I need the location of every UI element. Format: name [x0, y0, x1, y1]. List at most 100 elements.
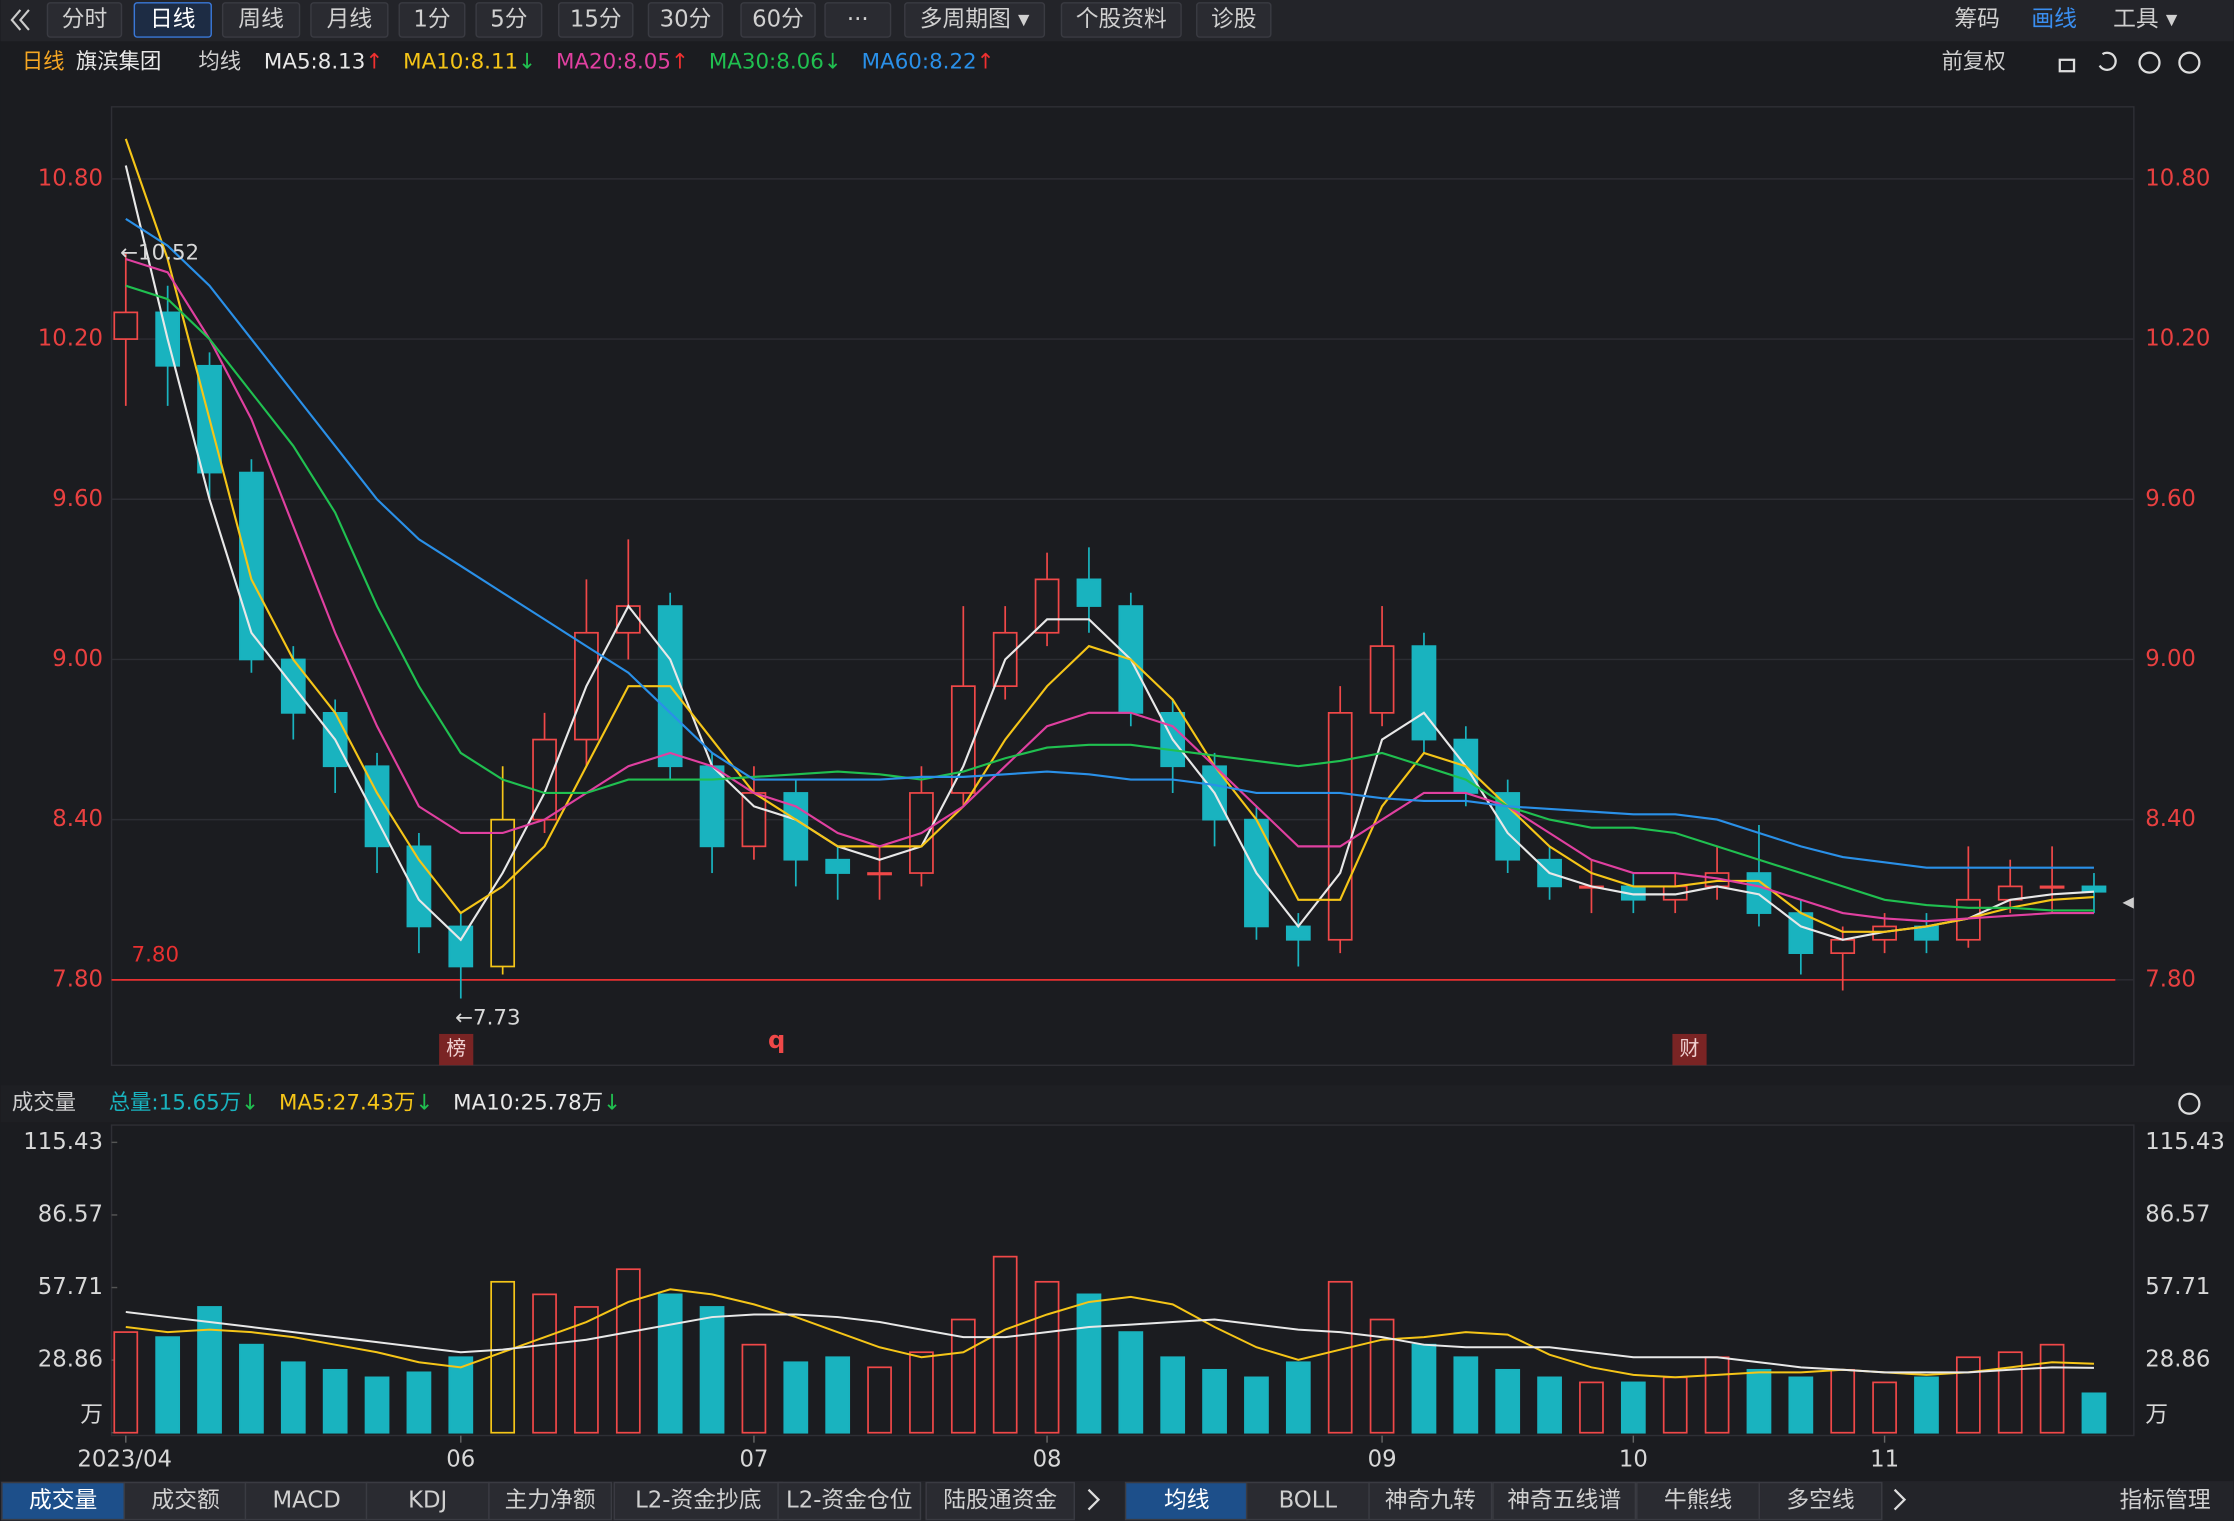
volume-bar — [155, 1336, 181, 1434]
tab-box[interactable] — [558, 2, 634, 38]
volume-bar — [1830, 1368, 1856, 1434]
indicator-tab[interactable]: 陆股通资金 — [943, 1488, 1057, 1514]
volume-legend-value: MA10:25.78万 — [453, 1091, 603, 1116]
tab-box[interactable] — [740, 2, 816, 38]
toolbar-tab[interactable]: 多周期图 ▾ — [920, 6, 1030, 32]
toolbar-tab[interactable]: 个股资料 — [1076, 6, 1167, 32]
indicator-tab[interactable]: 成交额 — [151, 1488, 220, 1514]
y-tick-label-right: 10.20 — [2145, 326, 2210, 352]
tab-box[interactable] — [398, 2, 466, 38]
tab-box[interactable] — [647, 2, 724, 38]
indicator-tab-box[interactable] — [488, 1481, 613, 1521]
zoom-out-icon[interactable] — [2178, 51, 2201, 74]
scroll-right[interactable] — [1893, 1488, 1907, 1511]
indicator-tab[interactable]: 主力净额 — [505, 1488, 596, 1514]
indicator-tab[interactable]: 成交量 — [29, 1488, 97, 1514]
indicator-tab-box[interactable] — [925, 1481, 1075, 1521]
tab-box[interactable] — [824, 2, 892, 38]
y-tick-label-right: 9.00 — [2145, 646, 2196, 672]
volume-bar — [1662, 1376, 1688, 1434]
event-marker[interactable]: 榜 — [446, 1037, 466, 1060]
overlay-tab[interactable]: 神奇五线谱 — [1507, 1488, 1621, 1514]
indicator-tab-box[interactable] — [1, 1481, 126, 1521]
toolbar-tool[interactable]: 工具 ▾ — [2113, 6, 2178, 32]
tab-box[interactable] — [221, 2, 301, 38]
overlay-tab[interactable]: BOLL — [1279, 1488, 1338, 1514]
tab-box[interactable] — [1060, 2, 1182, 38]
volume-bar — [783, 1361, 809, 1434]
volume-bar — [239, 1343, 264, 1434]
period-label: 日线 — [22, 50, 65, 75]
overlay-tab-box[interactable] — [1368, 1481, 1493, 1521]
candle-body — [1411, 645, 1437, 741]
overlay-tab[interactable]: 神奇九转 — [1385, 1488, 1476, 1514]
zoom-in-icon[interactable] — [2138, 51, 2161, 74]
overlay-tab-box[interactable] — [1636, 1481, 1761, 1521]
tab-box[interactable] — [46, 2, 123, 38]
volume-bar — [1369, 1318, 1395, 1434]
indicator-tab-box[interactable] — [244, 1481, 369, 1521]
volume-bar — [490, 1280, 516, 1434]
event-marker[interactable]: 财 — [1680, 1037, 1700, 1060]
back-icon[interactable] — [10, 9, 30, 31]
event-marker-bg[interactable] — [1672, 1033, 1707, 1066]
volume-bar — [741, 1343, 767, 1434]
header-icons — [2058, 51, 2201, 1115]
overlay-tab[interactable]: 均线 — [1164, 1488, 1210, 1514]
indicator-tab[interactable]: L2-资金仓位 — [786, 1488, 912, 1514]
tab-box[interactable] — [904, 2, 1046, 38]
tab-box[interactable] — [133, 2, 212, 38]
x-tick-label: 09 — [1368, 1446, 1397, 1472]
x-tick-label: 10 — [1619, 1446, 1648, 1472]
event-marker-bg[interactable] — [439, 1033, 474, 1066]
adjust-mode[interactable]: 前复权 — [1942, 50, 2006, 75]
toolbar-tab[interactable]: 1分 — [413, 6, 450, 32]
volume-legend-value: 总量:15.65万 — [109, 1091, 241, 1116]
toolbar-tab[interactable]: 分时 — [62, 6, 108, 32]
indicator-manage[interactable]: 指标管理 — [2120, 1488, 2211, 1514]
toolbar-tab[interactable]: 60分 — [752, 6, 804, 32]
lock-icon[interactable] — [2058, 58, 2076, 73]
toolbar-tool[interactable]: 筹码 — [1954, 6, 2000, 32]
volume-ma-line — [125, 1310, 2094, 1374]
tab-box[interactable] — [1196, 2, 1272, 38]
ma-line — [125, 217, 2094, 869]
indicator-tab-box[interactable] — [365, 1481, 490, 1521]
toolbar-tab[interactable]: ··· — [847, 6, 869, 32]
indicator-tab-box[interactable] — [777, 1481, 922, 1521]
overlay-tab-box[interactable] — [1492, 1481, 1637, 1521]
volume-bar — [909, 1351, 934, 1434]
scroll-right[interactable] — [1087, 1488, 1101, 1511]
volume-bar — [1118, 1331, 1144, 1434]
overlay-tab-box[interactable] — [1124, 1481, 1249, 1521]
tab-box[interactable] — [310, 2, 389, 38]
toolbar-tab[interactable]: 30分 — [660, 6, 712, 32]
indicator-tab[interactable]: KDJ — [408, 1488, 447, 1514]
overlay-tab-box[interactable] — [1245, 1481, 1370, 1521]
volume-bar — [1579, 1381, 1604, 1434]
toolbar-tab[interactable]: 月线 — [327, 6, 373, 32]
toolbar-tab[interactable]: 周线 — [238, 6, 284, 32]
toolbar-tab[interactable]: 日线 — [150, 6, 196, 32]
indicator-tab-box[interactable] — [123, 1481, 248, 1521]
overlay-tab[interactable]: 多空线 — [1786, 1488, 1854, 1514]
event-marker[interactable]: q — [768, 1026, 785, 1054]
overlay-tab[interactable]: 牛熊线 — [1664, 1488, 1732, 1514]
toolbar-tab[interactable]: 5分 — [490, 6, 527, 32]
close-icon[interactable] — [2178, 1092, 2201, 1115]
overlay-tab-box[interactable] — [1758, 1481, 1883, 1521]
candle-body — [1830, 938, 1856, 954]
toolbar-tab[interactable]: 15分 — [570, 6, 622, 32]
tab-box[interactable] — [475, 2, 543, 38]
indicator-tab[interactable]: L2-资金抄底 — [635, 1488, 761, 1514]
volume-tick-label-right: 115.43 — [2145, 1129, 2225, 1155]
toolbar-tool[interactable]: 画线 — [2031, 6, 2077, 32]
y-tick-label: 10.20 — [38, 326, 103, 352]
toolbar-tab[interactable]: 诊股 — [1211, 6, 1257, 32]
volume-bar — [322, 1368, 348, 1434]
volume-header-bar — [0, 1085, 2234, 1123]
undo-icon[interactable] — [2098, 51, 2117, 71]
indicator-tab[interactable]: MACD — [273, 1488, 341, 1514]
